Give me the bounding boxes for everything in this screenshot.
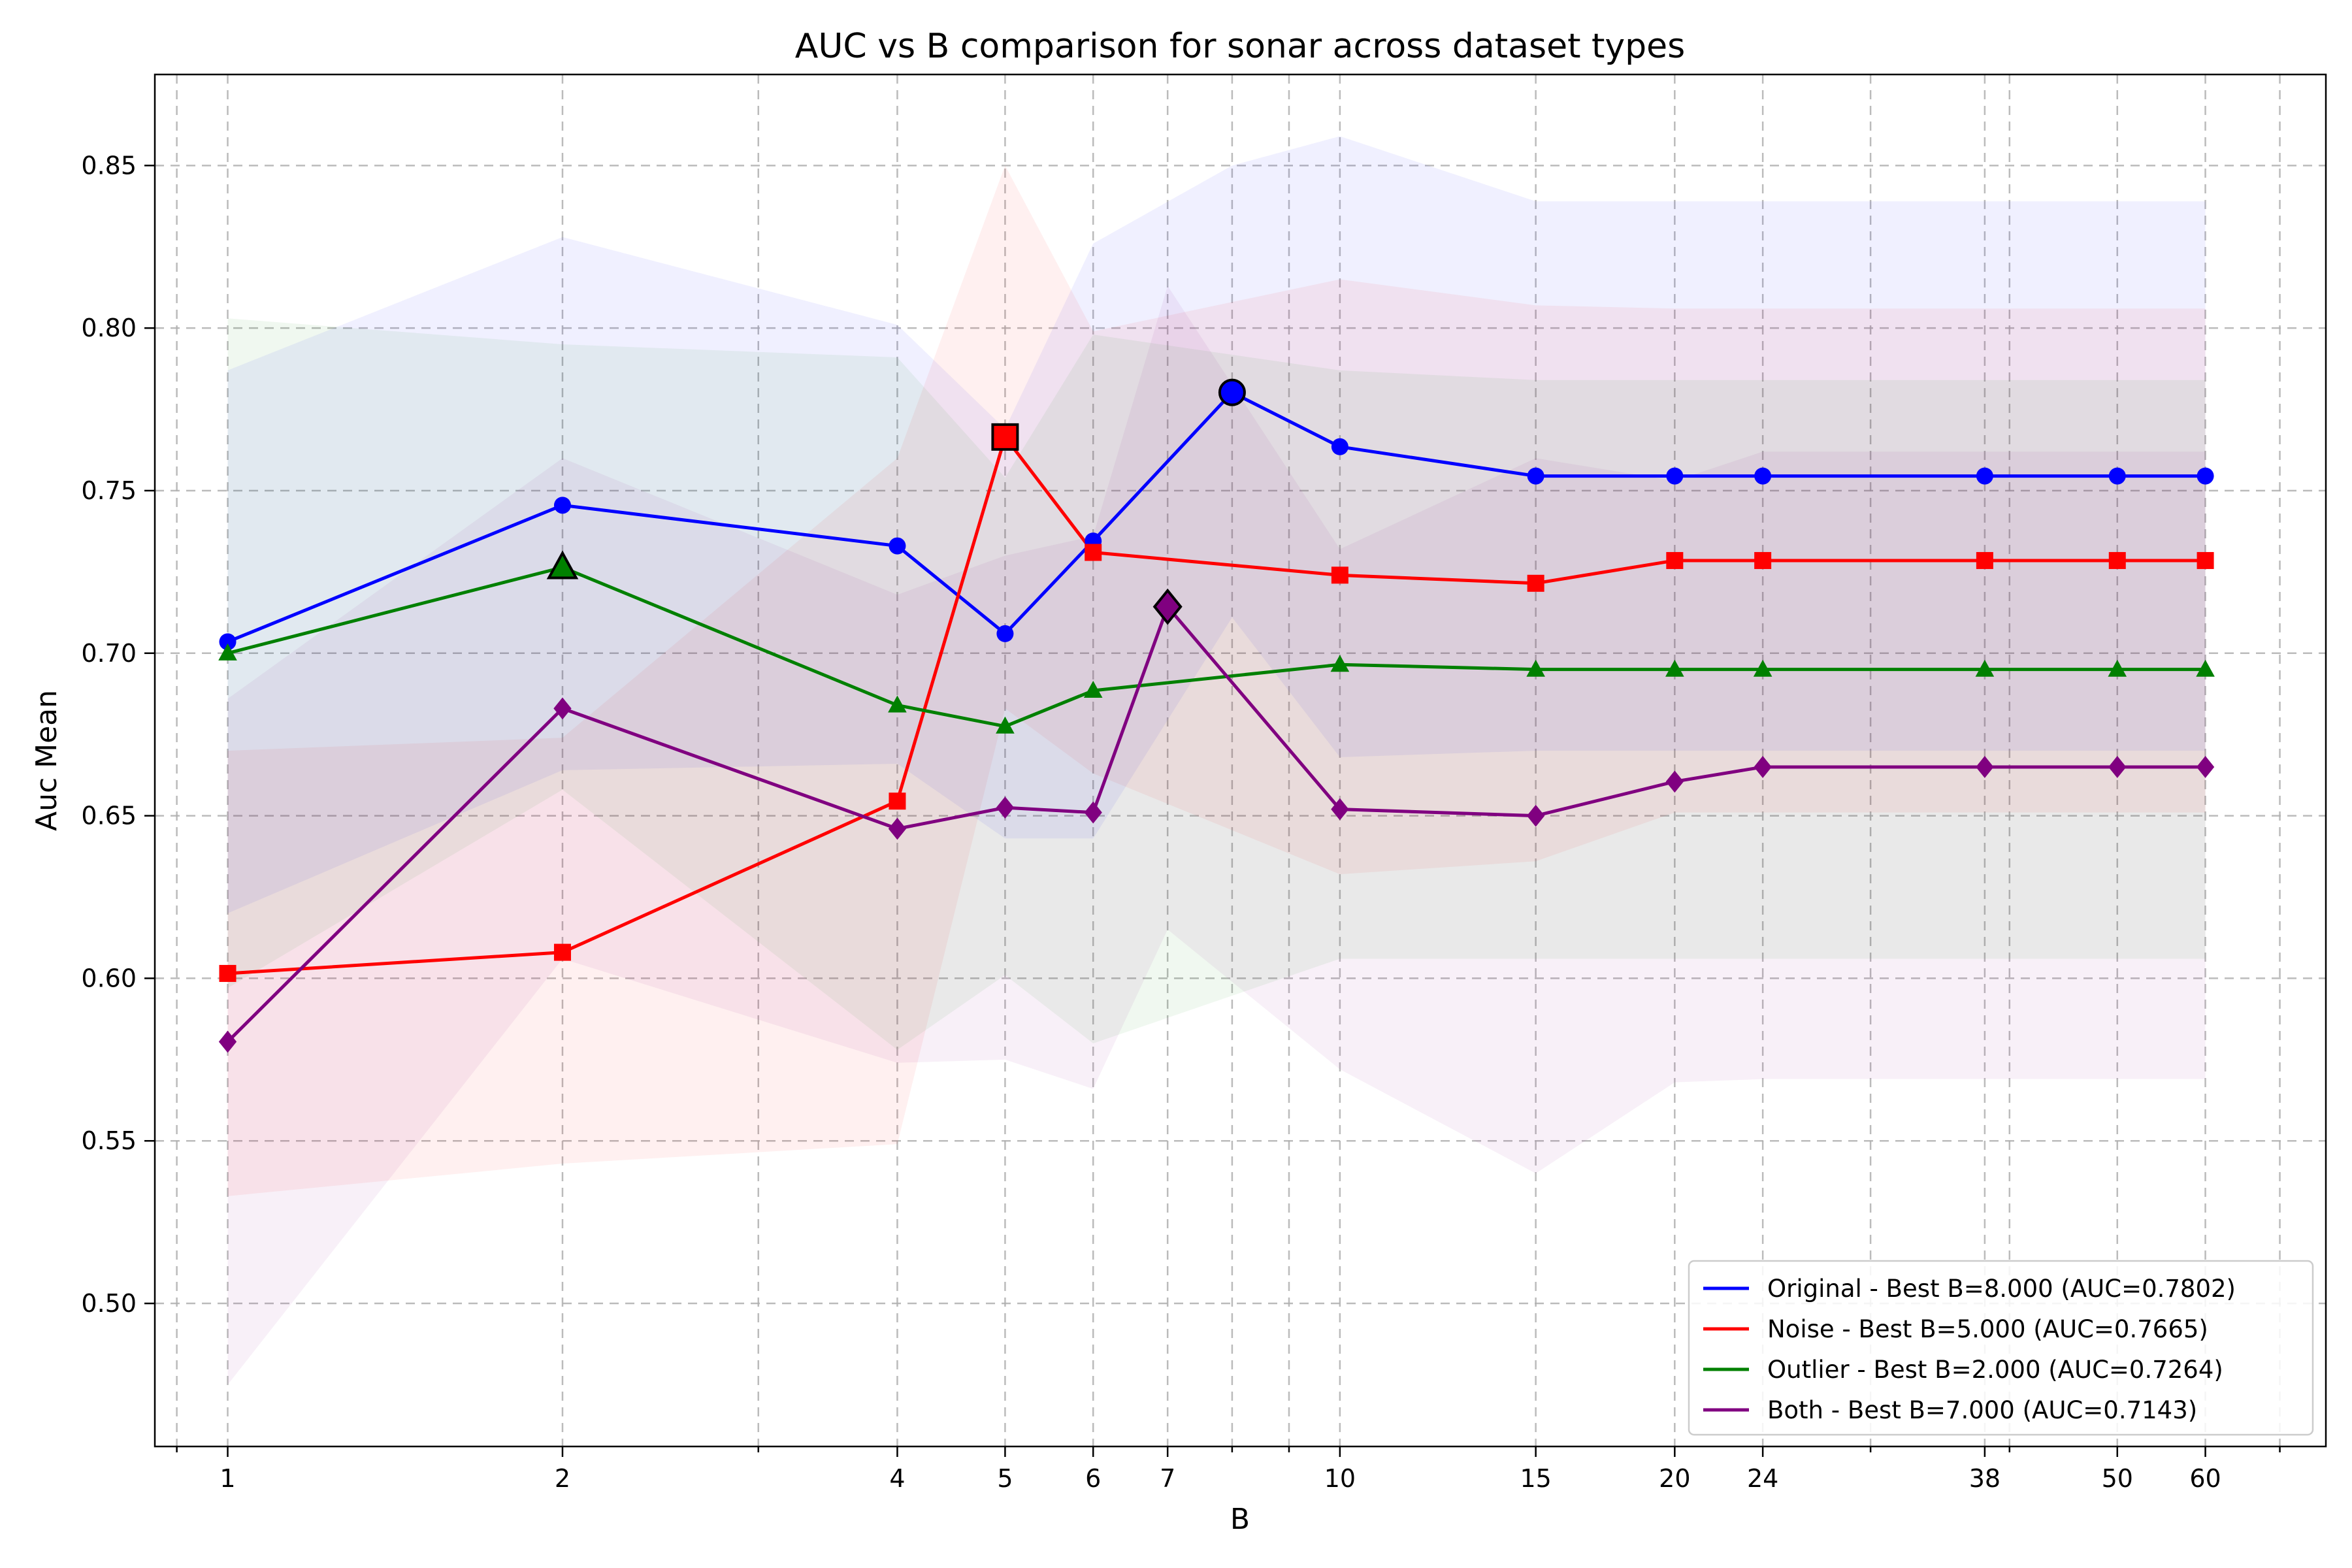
original-marker	[2197, 467, 2214, 485]
y-tick-label: 0.80	[81, 314, 137, 342]
x-tick-label: 1	[220, 1464, 235, 1493]
x-tick-label: 24	[1747, 1464, 1778, 1493]
legend-entry-both: Both - Best B=7.000 (AUC=0.7143)	[1767, 1396, 2197, 1424]
y-tick-label: 0.55	[81, 1126, 137, 1155]
legend-box	[1688, 1260, 2314, 1436]
x-tick-label: 20	[1659, 1464, 1690, 1493]
noise-marker	[2108, 551, 2126, 569]
original-marker	[219, 633, 237, 651]
x-tick-label: 2	[555, 1464, 570, 1493]
noise-marker	[219, 964, 237, 982]
noise-marker	[2197, 551, 2214, 569]
outlier-marker	[1526, 659, 1545, 677]
y-tick-label: 0.85	[81, 151, 137, 180]
noise-line	[227, 435, 2206, 975]
plot-frame	[154, 73, 2327, 1448]
both-marker	[2196, 756, 2215, 778]
original-marker	[889, 537, 906, 555]
both-marker	[888, 817, 907, 840]
outlier-band	[227, 318, 2206, 1050]
both-marker	[2108, 756, 2127, 778]
noise-marker	[1331, 566, 1348, 584]
x-tick-label: 15	[1520, 1464, 1551, 1493]
both-marker	[1976, 756, 1994, 778]
outlier-marker	[996, 716, 1015, 734]
both-marker	[1331, 798, 1349, 821]
y-axis-label: Auc Mean	[30, 690, 63, 831]
both-marker	[1084, 801, 1102, 824]
both-best-marker	[1152, 588, 1183, 625]
outlier-marker	[1975, 659, 1995, 677]
y-tick-label: 0.75	[81, 476, 137, 505]
noise-marker	[1085, 544, 1102, 561]
x-tick-label: 7	[1160, 1464, 1175, 1493]
x-tick-label: 6	[1085, 1464, 1101, 1493]
x-tick-label: 38	[1969, 1464, 2001, 1493]
outlier-marker	[1083, 681, 1103, 698]
x-tick-label: 5	[997, 1464, 1013, 1493]
noise-marker	[1754, 551, 1772, 569]
x-tick-label: 10	[1324, 1464, 1356, 1493]
both-marker	[1665, 770, 1684, 793]
outlier-marker	[2108, 659, 2127, 677]
both-marker	[553, 697, 572, 720]
noise-marker	[889, 792, 906, 810]
original-marker	[1527, 467, 1544, 485]
both-marker	[1754, 756, 1772, 778]
original-marker	[2108, 467, 2126, 485]
outlier-marker	[1665, 659, 1684, 677]
outlier-marker	[1753, 659, 1772, 677]
noise-marker	[1976, 551, 1993, 569]
outlier-marker	[2196, 659, 2215, 677]
noise-marker	[553, 943, 571, 961]
original-marker	[553, 497, 571, 514]
y-tick-label: 0.70	[81, 639, 137, 668]
legend-entry-outlier: Outlier - Best B=2.000 (AUC=0.7264)	[1767, 1356, 2223, 1384]
x-tick-label: 50	[2102, 1464, 2133, 1493]
outlier-marker	[888, 695, 907, 713]
legend-entry-noise: Noise - Best B=5.000 (AUC=0.7665)	[1767, 1315, 2208, 1343]
y-tick-label: 0.60	[81, 964, 137, 992]
both-marker	[996, 796, 1015, 819]
outlier-marker	[1330, 655, 1350, 672]
original-marker	[1976, 467, 1993, 485]
outlier-best-marker	[546, 550, 579, 580]
original-marker	[1331, 438, 1348, 455]
both-marker	[218, 1030, 237, 1053]
both-marker	[1526, 804, 1545, 827]
chart-title: AUC vs B comparison for sonar across dat…	[795, 27, 1686, 66]
original-band	[227, 136, 2206, 913]
noise-marker	[1527, 574, 1544, 592]
noise-band	[227, 165, 2206, 1196]
outlier-marker	[218, 643, 237, 661]
y-tick-label: 0.50	[81, 1289, 137, 1318]
outlier-line	[227, 565, 2206, 728]
original-marker	[996, 625, 1014, 642]
legend-entry-original: Original - Best B=8.000 (AUC=0.7802)	[1767, 1275, 2236, 1303]
noise-best-marker	[991, 423, 1019, 451]
original-marker	[1754, 467, 1772, 485]
x-axis-label: B	[1230, 1503, 1250, 1536]
x-tick-label: 60	[2189, 1464, 2221, 1493]
original-best-marker	[1218, 378, 1246, 406]
x-tick-label: 4	[889, 1464, 905, 1493]
original-marker	[1666, 467, 1684, 485]
y-tick-label: 0.65	[81, 802, 137, 830]
noise-marker	[1666, 551, 1684, 569]
